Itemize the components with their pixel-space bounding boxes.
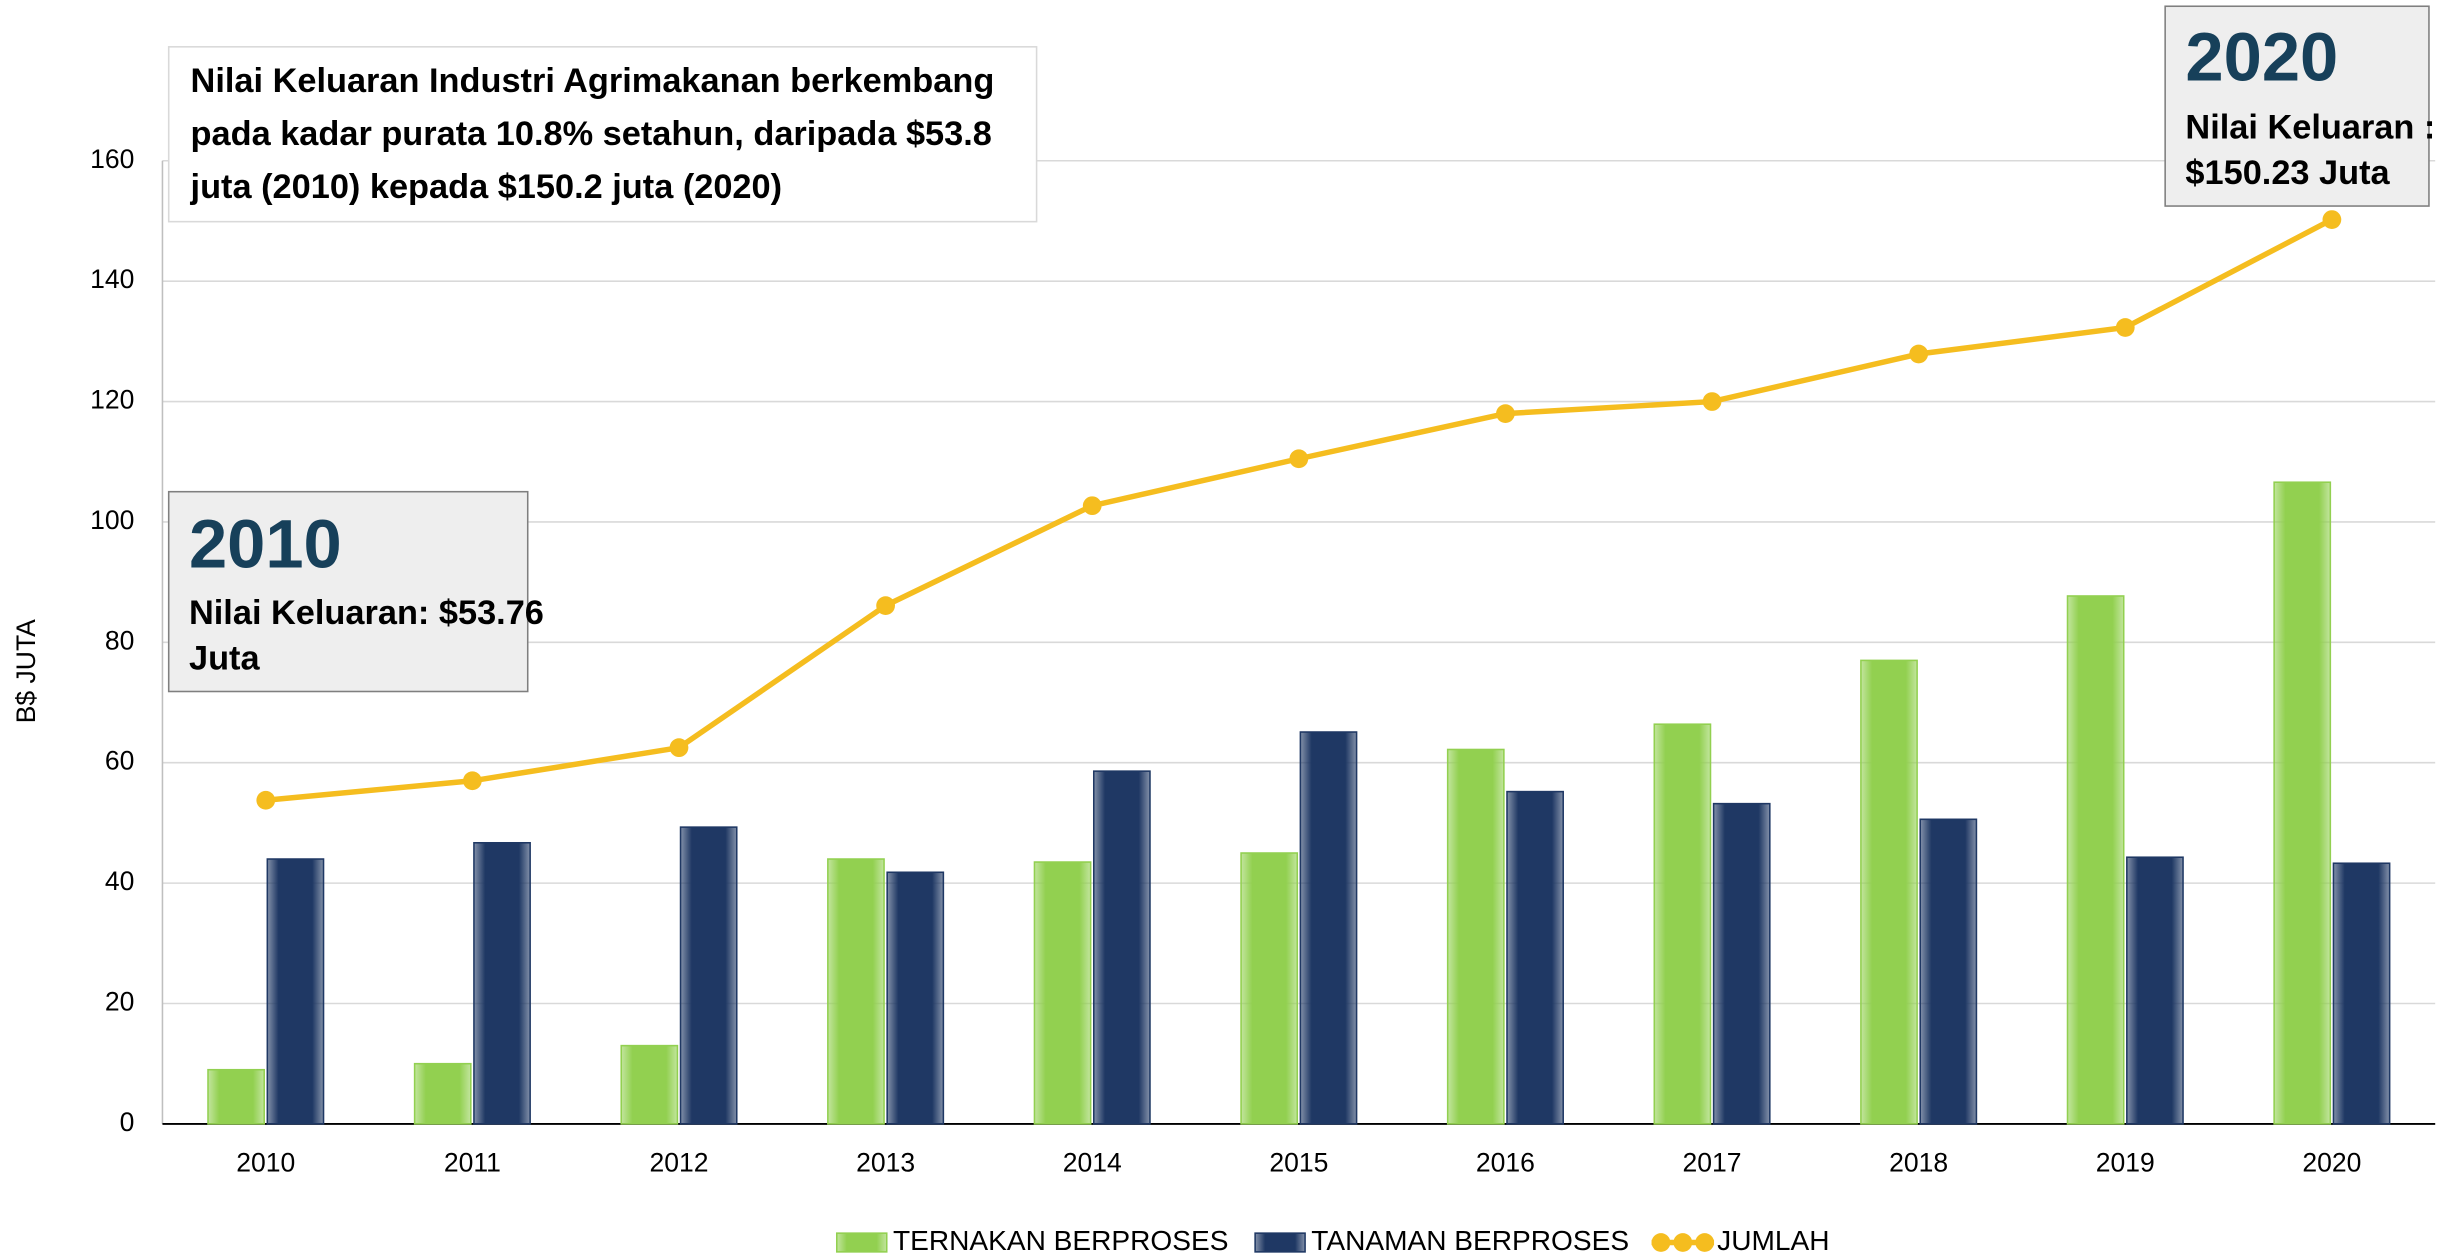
x-tick-label: 2018	[1889, 1147, 1948, 1177]
y-tick-label: 120	[90, 385, 134, 415]
bar	[1712, 802, 1771, 1125]
annotation-text: Nilai Keluaran Industri Agrimakanan berk…	[191, 62, 995, 100]
line-point	[669, 738, 689, 758]
annotation-text: $150.23 Juta	[2185, 154, 2390, 192]
x-tick-label: 2020	[2302, 1147, 2361, 1177]
bar	[207, 1068, 265, 1125]
y-tick-label: 160	[90, 144, 134, 174]
x-tick-label: 2017	[1683, 1147, 1742, 1177]
legend-swatch	[1254, 1232, 1306, 1253]
bar	[1919, 818, 1978, 1125]
bar	[473, 841, 531, 1125]
bar	[1033, 861, 1092, 1125]
bar	[2066, 595, 2125, 1125]
legend-label: TANAMAN BERPROSES	[1311, 1225, 1629, 1255]
legend-label: JUMLAH	[1717, 1225, 1829, 1255]
annotation-box	[2164, 5, 2430, 207]
x-tick-label: 2010	[236, 1147, 295, 1177]
line-point	[1082, 496, 1102, 516]
x-tick-label: 2013	[856, 1147, 915, 1177]
line-point	[1496, 404, 1515, 423]
bar	[1446, 748, 1505, 1125]
line-point	[876, 596, 895, 615]
legend-swatch	[836, 1232, 888, 1253]
y-tick-label: 80	[105, 625, 135, 655]
bar	[1299, 731, 1358, 1125]
x-tick-label: 2019	[2096, 1147, 2155, 1177]
line-point	[463, 771, 482, 791]
annotation-box	[167, 46, 1038, 223]
annotation-text: Nilai Keluaran :	[2185, 109, 2435, 147]
annotation-year: 2020	[2185, 19, 2338, 96]
line-point	[1289, 449, 1309, 469]
bar	[266, 858, 325, 1125]
bar	[1506, 790, 1564, 1125]
y-tick-label: 0	[120, 1107, 135, 1137]
bar	[1860, 659, 1918, 1125]
annotation-year: 2010	[189, 506, 342, 583]
x-tick-label: 2016	[1476, 1147, 1535, 1177]
bar	[1240, 852, 1299, 1125]
x-tick-label: 2015	[1269, 1147, 1328, 1177]
annotation-text: pada kadar purata 10.8% setahun, daripad…	[191, 115, 992, 153]
bar	[2126, 856, 2184, 1125]
line	[265, 217, 2334, 803]
legend-swatch	[1695, 1233, 1715, 1252]
legend-label: TERNAKAN BERPROSES	[893, 1225, 1228, 1255]
bar	[1092, 770, 1151, 1125]
y-tick-label: 20	[105, 987, 135, 1017]
line-point	[1909, 344, 1929, 364]
legend-swatch	[1673, 1233, 1693, 1252]
y-tick-label: 60	[105, 746, 135, 776]
annotation-text: juta (2010) kepada $150.2 juta (2020)	[190, 168, 783, 206]
y-axis-label: B$ JUTA	[11, 619, 41, 723]
line-point	[1702, 392, 1722, 411]
bar	[413, 1062, 472, 1125]
bar	[679, 826, 738, 1125]
bar	[827, 858, 885, 1125]
y-tick-label: 140	[90, 264, 134, 294]
x-tick-label: 2011	[444, 1147, 501, 1177]
bar	[1653, 723, 1712, 1125]
y-tick-label: 40	[105, 866, 135, 896]
x-tick-label: 2014	[1063, 1147, 1122, 1177]
y-tick-label: 100	[90, 505, 134, 535]
annotation-box	[167, 490, 529, 693]
annotation-text: Nilai Keluaran: $53.76	[189, 594, 544, 632]
bar	[2273, 481, 2332, 1125]
bar	[886, 871, 945, 1125]
line-point	[2115, 318, 2135, 337]
legend-swatch	[1651, 1233, 1671, 1252]
line-point	[256, 790, 276, 810]
line-point	[2322, 210, 2342, 229]
bar	[620, 1044, 679, 1125]
annotation-text: Juta	[189, 639, 260, 677]
x-tick-label: 2012	[649, 1147, 708, 1177]
bar	[2332, 862, 2391, 1125]
